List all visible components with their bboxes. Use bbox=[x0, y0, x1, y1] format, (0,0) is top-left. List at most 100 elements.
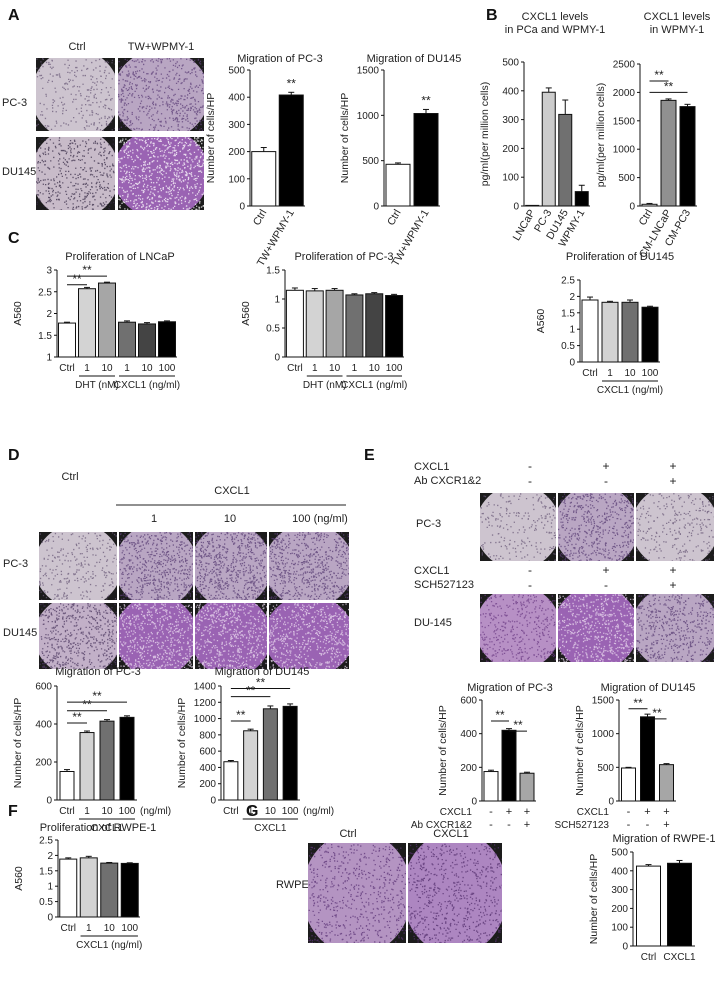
bar bbox=[365, 293, 384, 358]
sign-mark: + bbox=[663, 819, 669, 831]
x-tick-label: 100 bbox=[119, 806, 136, 817]
unit-label: (ng/ml) bbox=[303, 806, 334, 817]
significance-mark: ** bbox=[236, 708, 246, 722]
significance-mark: ** bbox=[92, 689, 102, 703]
bar bbox=[345, 294, 364, 358]
bar bbox=[138, 323, 156, 358]
bar bbox=[574, 191, 589, 207]
x-tick-label: Ctrl bbox=[641, 952, 657, 963]
bar bbox=[98, 282, 116, 358]
chart-title: Proliferation of DU145 bbox=[566, 251, 674, 263]
micrograph-cells bbox=[195, 603, 267, 669]
bar bbox=[541, 91, 556, 207]
micrograph-field bbox=[269, 532, 349, 600]
y-axis-label: Number of cells/HP bbox=[437, 705, 449, 795]
micrograph-cells bbox=[408, 843, 502, 943]
x-tick-label: 100 bbox=[642, 368, 659, 379]
chart-g1: Migration of RWPE-1 0 100 200 300 400 500 Numbe… bbox=[588, 833, 716, 963]
micrograph-cells bbox=[558, 493, 634, 561]
panel-a-col-ctrl: Ctrl bbox=[68, 41, 85, 53]
micrograph-field bbox=[480, 594, 556, 662]
y-tick-label: 0.5 bbox=[39, 897, 53, 908]
significance-mark: ** bbox=[495, 708, 505, 722]
micrograph-field bbox=[119, 603, 193, 669]
micrograph-cells bbox=[558, 594, 634, 662]
panel-e-sign: - bbox=[528, 459, 532, 473]
x-tick-label: 10 bbox=[624, 368, 636, 379]
panel-d-row-du145: DU145 bbox=[3, 627, 37, 639]
bar bbox=[59, 858, 78, 918]
x-tick-label: 100 bbox=[386, 363, 403, 374]
y-axis-label: Number of cells/HP bbox=[574, 705, 586, 795]
chart-a1: Migration of PC-3 0 100 200 300 400 500 Number … bbox=[205, 53, 323, 268]
chart-e1: Migration of PC-3 0 200 400 600 Number of cel… bbox=[411, 682, 553, 831]
chart-title: Proliferation of RWPE-1 bbox=[40, 822, 157, 834]
y-tick-label: 500 bbox=[362, 156, 379, 167]
micrograph-a-pc3-ctrl bbox=[36, 58, 115, 131]
bar bbox=[636, 865, 661, 947]
panel-e-sign: + bbox=[669, 578, 676, 592]
panel-label-b: B bbox=[486, 7, 498, 24]
y-tick-label: 1.5 bbox=[561, 308, 575, 319]
panel-label-d: D bbox=[8, 447, 20, 464]
y-tick-label: 0 bbox=[608, 797, 614, 808]
micrograph-field bbox=[558, 493, 634, 561]
panel-label-f: F bbox=[8, 803, 18, 820]
micrograph-field bbox=[269, 603, 349, 669]
panel-e-row-cxcl1-a: CXCL1 bbox=[414, 461, 449, 473]
x-tick-label: Ctrl bbox=[287, 363, 303, 374]
y-axis-label: Number of cells/HP bbox=[176, 698, 188, 788]
micrograph-cells bbox=[39, 603, 117, 669]
bar bbox=[385, 163, 411, 207]
sign-row-label: CXCL1 bbox=[577, 807, 610, 818]
micrograph-cells bbox=[118, 137, 204, 210]
y-tick-label: 500 bbox=[597, 763, 614, 774]
x-tick-label: Ctrl bbox=[582, 368, 598, 379]
significance-mark: ** bbox=[287, 76, 297, 90]
sign-row-label: SCH527123 bbox=[555, 820, 610, 831]
bar bbox=[641, 306, 659, 363]
sign-mark: + bbox=[506, 806, 512, 818]
micrograph-d-pc3-10 bbox=[195, 532, 267, 600]
bar bbox=[79, 857, 98, 918]
bar bbox=[78, 288, 96, 358]
sign-row-label: CXCL1 bbox=[440, 807, 473, 818]
y-tick-label: 400 bbox=[199, 763, 216, 774]
unit-label: (ng/ml) bbox=[140, 806, 171, 817]
y-tick-label: 1500 bbox=[357, 66, 380, 77]
chart-d1: Migration of PC-3 0 200 400 600 Number of cel… bbox=[12, 666, 171, 834]
micrograph-field bbox=[39, 532, 117, 600]
y-tick-label: 400 bbox=[460, 729, 477, 740]
y-tick-label: 0 bbox=[46, 796, 52, 807]
panel-e-img-du145: DU-145 bbox=[414, 617, 452, 629]
chart-title: Migration of PC-3 bbox=[237, 53, 323, 65]
chart-title: CXCL1 levels bbox=[522, 11, 589, 23]
sign-mark: - bbox=[627, 819, 631, 831]
x-tick-label: 1 bbox=[124, 363, 130, 374]
y-tick-label: 2 bbox=[47, 851, 53, 862]
significance-mark: ** bbox=[246, 684, 256, 698]
micrograph-field bbox=[308, 843, 406, 943]
bar bbox=[305, 290, 324, 358]
bar bbox=[58, 322, 76, 358]
significance-mark: ** bbox=[513, 718, 523, 732]
panel-d-conc-100: 100 (ng/ml) bbox=[292, 513, 348, 525]
y-axis-label: pg/ml(per million cells) bbox=[479, 82, 491, 186]
panel-e-sign: - bbox=[528, 474, 532, 488]
panel-e-row-ab: Ab CXCR1&2 bbox=[414, 475, 481, 487]
micrograph-e-du145-1 bbox=[480, 594, 556, 662]
y-tick-label: 200 bbox=[460, 763, 477, 774]
bar bbox=[621, 301, 639, 363]
panel-label-c: C bbox=[8, 230, 20, 247]
y-tick-label: 1000 bbox=[613, 145, 636, 156]
y-axis-label: A560 bbox=[12, 301, 24, 326]
micrograph-e-pc3-1 bbox=[480, 493, 556, 561]
panel-d-row-pc3: PC-3 bbox=[3, 558, 28, 570]
micrograph-field bbox=[195, 603, 267, 669]
sign-mark: - bbox=[627, 806, 631, 818]
y-tick-label: 100 bbox=[502, 173, 519, 184]
y-tick-label: 600 bbox=[35, 682, 52, 693]
y-tick-label: 200 bbox=[502, 144, 519, 155]
